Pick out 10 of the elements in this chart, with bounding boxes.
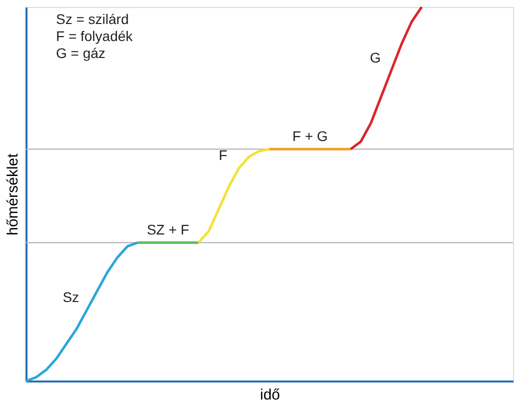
series-label: F (218, 146, 228, 163)
x-axis-title: idő (260, 386, 280, 404)
annotation: F = folyadék (56, 28, 134, 44)
annotation: G = gáz (56, 45, 106, 61)
series-label: F + G (292, 128, 328, 144)
y-axis-title: hőmérséklet (4, 152, 22, 236)
annotation: Sz = szilárd (56, 11, 129, 27)
series-label: SZ + F (146, 222, 190, 238)
series-label: Sz (62, 288, 80, 305)
series-label: G (370, 50, 381, 66)
